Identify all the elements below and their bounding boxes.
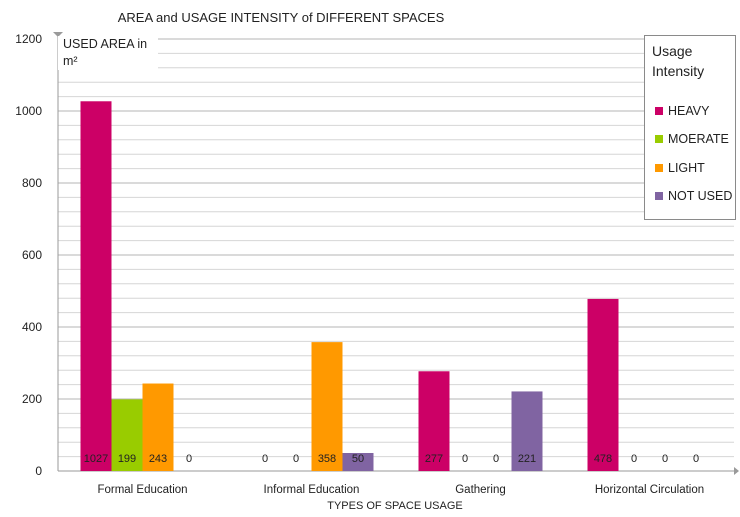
data-label: 0 bbox=[631, 453, 637, 465]
data-label: 0 bbox=[662, 453, 668, 465]
data-label: 0 bbox=[186, 453, 192, 465]
y-axis-label-line2: m² bbox=[63, 54, 78, 68]
bar bbox=[342, 453, 374, 471]
y-tick-label: 200 bbox=[22, 392, 42, 406]
legend-item-light: LIGHT bbox=[655, 161, 705, 175]
legend-label-heavy: HEAVY bbox=[668, 104, 710, 118]
x-tick-label: Horizontal Circulation bbox=[595, 484, 704, 496]
data-label: 199 bbox=[118, 453, 136, 465]
x-tick-label: Gathering bbox=[455, 484, 506, 496]
data-label: 277 bbox=[425, 453, 443, 465]
legend-item-heavy: HEAVY bbox=[655, 104, 709, 118]
x-axis-arrow bbox=[734, 467, 739, 475]
data-label: 478 bbox=[594, 453, 612, 465]
legend-swatch-moerate bbox=[655, 134, 663, 143]
y-tick-label: 600 bbox=[22, 248, 42, 262]
bar bbox=[511, 391, 543, 471]
data-label: 221 bbox=[518, 453, 536, 465]
legend-swatch-not-used bbox=[655, 191, 663, 200]
data-label: 50 bbox=[352, 453, 364, 465]
y-tick-label: 1200 bbox=[15, 32, 42, 46]
bar bbox=[80, 101, 112, 471]
legend-item-moerate: MOERATE bbox=[655, 132, 729, 146]
data-label: 0 bbox=[693, 453, 699, 465]
y-axis-label: USED AREA in m² bbox=[58, 36, 158, 70]
bar bbox=[418, 371, 450, 471]
data-label: 0 bbox=[493, 453, 499, 465]
y-tick-label: 800 bbox=[22, 176, 42, 190]
data-label: 0 bbox=[262, 453, 268, 465]
legend-item-not-used: NOT USED bbox=[655, 189, 732, 203]
bar bbox=[311, 342, 343, 471]
legend: Usage Intensity HEAVY MOERATE LIGHT NOT … bbox=[644, 35, 736, 220]
data-label: 0 bbox=[293, 453, 299, 465]
x-tick-label: Informal Education bbox=[264, 484, 360, 496]
legend-swatch-heavy bbox=[655, 106, 663, 115]
data-label: 0 bbox=[462, 453, 468, 465]
data-label: 243 bbox=[149, 453, 167, 465]
y-tick-label: 1000 bbox=[15, 104, 42, 118]
legend-swatch-light bbox=[655, 163, 663, 172]
legend-label-moerate: MOERATE bbox=[668, 132, 729, 146]
y-axis-label-line1: USED AREA in bbox=[63, 37, 148, 51]
legend-label-not-used: NOT USED bbox=[668, 189, 733, 203]
y-tick-label: 0 bbox=[35, 464, 42, 478]
x-tick-label: Formal Education bbox=[97, 484, 187, 496]
bar bbox=[587, 298, 619, 471]
bar bbox=[142, 383, 174, 471]
legend-title: Usage Intensity bbox=[652, 41, 704, 81]
legend-label-light: LIGHT bbox=[668, 161, 705, 175]
legend-title-line2: Intensity bbox=[652, 63, 705, 79]
y-tick-label: 400 bbox=[22, 320, 42, 334]
legend-title-line1: Usage bbox=[652, 43, 693, 59]
y-axis-arrow bbox=[53, 32, 63, 37]
data-label: 1027 bbox=[84, 453, 108, 465]
x-axis-title: TYPES OF SPACE USAGE bbox=[327, 500, 463, 512]
data-label: 358 bbox=[318, 453, 336, 465]
chart-title: AREA and USAGE INTENSITY of DIFFERENT SP… bbox=[117, 10, 445, 25]
bar bbox=[111, 399, 143, 471]
